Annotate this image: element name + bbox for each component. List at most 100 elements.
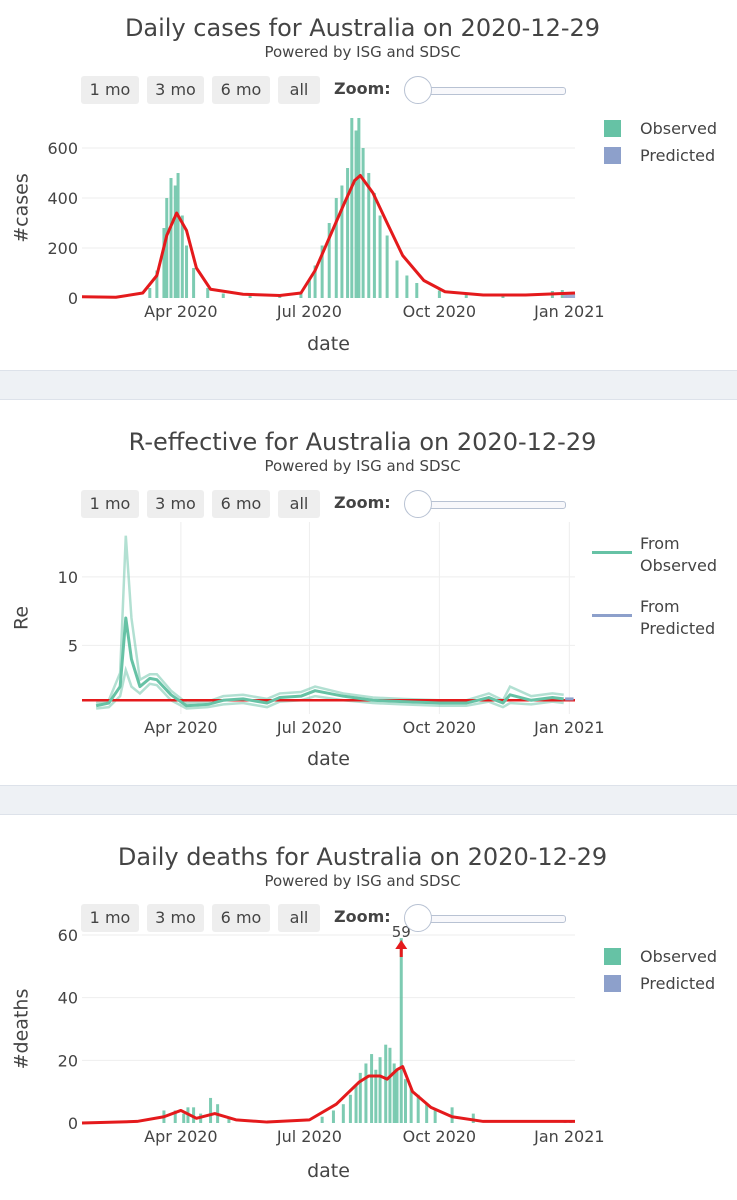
legend-swatch-observed — [604, 120, 621, 137]
observed-bar — [313, 265, 317, 298]
range-1mo-button[interactable]: 1 mo — [81, 490, 139, 518]
deaths-chart: 0 20 40 60 Apr 2020 Jul 2020 Oct 2020 Jan 2021 d… — [11, 923, 605, 1182]
panel-separator — [0, 785, 737, 815]
observed-bar — [464, 293, 468, 298]
re-panel: R-effective for Australia on 2020-12-29 … — [0, 400, 737, 785]
range-1mo-button[interactable]: 1 mo — [81, 904, 139, 932]
y-tick-label: 400 — [47, 189, 78, 208]
zoom-slider-handle[interactable] — [404, 904, 432, 932]
observed-bar — [385, 235, 389, 298]
observed-bar — [471, 1113, 475, 1123]
observed-bar — [392, 1063, 396, 1123]
observed-bar — [227, 1116, 231, 1123]
observed-bar — [425, 1104, 429, 1123]
y-axis-title: #cases — [11, 173, 33, 243]
observed-bar — [320, 1116, 324, 1123]
chart-subtitle: Powered by ISG and SDSC — [264, 457, 461, 475]
observed-bar — [415, 283, 419, 298]
x-tick-label: Jul 2020 — [276, 718, 342, 737]
observed-bar — [395, 1069, 399, 1123]
y-axis-title: #deaths — [11, 989, 33, 1070]
range-all-button[interactable]: all — [278, 904, 320, 932]
observed-bar — [307, 280, 311, 298]
zoom-slider-handle[interactable] — [404, 490, 432, 518]
chart-subtitle: Powered by ISG and SDSC — [264, 43, 461, 61]
range-3mo-button[interactable]: 3 mo — [147, 76, 204, 104]
x-tick-label: Apr 2020 — [144, 718, 217, 737]
panel-separator — [0, 370, 737, 400]
chart-title: Daily deaths for Australia on 2020-12-29 — [117, 843, 608, 871]
range-6mo-button[interactable]: 6 mo — [212, 490, 270, 518]
y-tick-label: 200 — [47, 239, 78, 258]
y-tick-label: 0 — [68, 1114, 78, 1133]
observed-bar — [148, 288, 152, 298]
y-tick-label: 0 — [68, 289, 78, 308]
trend-line — [81, 1065, 575, 1125]
observed-bar — [176, 173, 180, 298]
observed-bar — [221, 293, 225, 298]
range-all-button[interactable]: all — [278, 490, 320, 518]
observed-bar — [155, 270, 159, 298]
chart-title: Daily cases for Australia on 2020-12-29 — [124, 14, 601, 42]
chart-title: R-effective for Australia on 2020-12-29 — [128, 428, 597, 456]
x-axis-title: date — [307, 333, 350, 355]
observed-bar — [433, 1110, 437, 1123]
observed-bar — [403, 1079, 407, 1123]
re-lower-bound — [95, 665, 564, 710]
observed-bar — [334, 198, 338, 298]
legend-from-predicted[interactable]: From Predicted — [640, 597, 716, 638]
observed-bar — [182, 1113, 186, 1123]
x-tick-label: Apr 2020 — [144, 1127, 217, 1146]
legend-swatch-predicted — [604, 147, 621, 164]
deaths-panel: Daily deaths for Australia on 2020-12-29… — [0, 815, 737, 1200]
x-tick-label: Apr 2020 — [144, 302, 217, 321]
observed-bar — [378, 1057, 382, 1123]
x-tick-label: Jul 2020 — [276, 1127, 342, 1146]
observed-bar — [165, 198, 169, 298]
observed-bar — [346, 168, 350, 298]
observed-bar — [358, 1072, 362, 1123]
observed-bar — [162, 228, 166, 298]
y-tick-label: 20 — [58, 1051, 78, 1070]
range-3mo-button[interactable]: 3 mo — [147, 490, 204, 518]
observed-bar — [341, 1104, 345, 1123]
predicted-bar — [569, 293, 573, 298]
range-6mo-button[interactable]: 6 mo — [212, 904, 270, 932]
y-tick-label: 10 — [58, 568, 78, 587]
y-tick-label: 40 — [58, 989, 78, 1008]
observed-bar — [192, 268, 196, 298]
outlier-annotation-label: 59 — [392, 923, 411, 941]
observed-bar — [416, 1094, 420, 1123]
zoom-label: Zoom: — [334, 493, 391, 512]
observed-bar — [348, 1094, 352, 1123]
zoom-slider-handle[interactable] — [404, 76, 432, 104]
observed-bar — [372, 193, 376, 298]
legend-observed[interactable]: Observed — [640, 119, 717, 138]
observed-bar — [405, 275, 409, 298]
legend-predicted[interactable]: Predicted — [640, 974, 716, 993]
predicted-bar — [566, 293, 570, 298]
observed-bar — [354, 1085, 358, 1123]
re-observed-line — [95, 616, 564, 708]
x-tick-label: Oct 2020 — [403, 302, 476, 321]
range-6mo-button[interactable]: 6 mo — [212, 76, 270, 104]
observed-bar — [192, 1107, 196, 1123]
chart-subtitle: Powered by ISG and SDSC — [264, 872, 461, 890]
zoom-label: Zoom: — [334, 907, 391, 926]
observed-bar — [327, 223, 331, 298]
range-all-button[interactable]: all — [278, 76, 320, 104]
x-tick-label: Oct 2020 — [403, 718, 476, 737]
x-axis-title: date — [307, 748, 350, 770]
observed-bar — [357, 118, 361, 298]
range-3mo-button[interactable]: 3 mo — [147, 904, 204, 932]
x-tick-label: Oct 2020 — [403, 1127, 476, 1146]
observed-bar — [169, 178, 173, 298]
legend-observed[interactable]: Observed — [640, 947, 717, 966]
x-axis-title: date — [307, 1160, 350, 1182]
range-1mo-button[interactable]: 1 mo — [81, 76, 139, 104]
legend-from-observed[interactable]: From Observed — [640, 534, 717, 575]
observed-bar — [384, 1044, 388, 1123]
observed-bar — [361, 148, 365, 298]
legend-swatch-from-observed — [592, 551, 632, 554]
legend-predicted[interactable]: Predicted — [640, 146, 716, 165]
